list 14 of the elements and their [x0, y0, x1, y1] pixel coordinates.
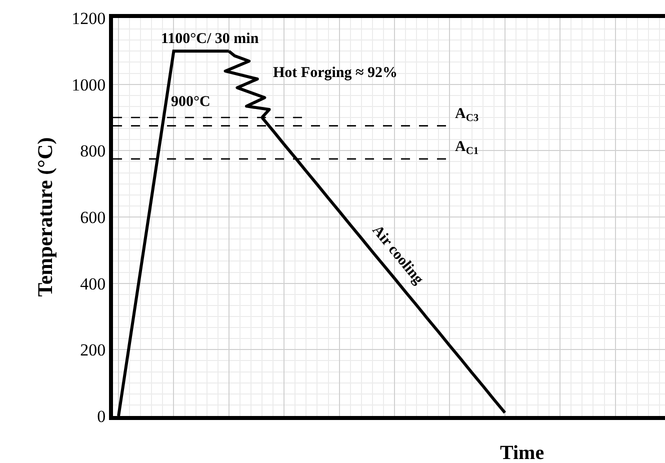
annotation: Hot Forging ≈ 92%	[273, 65, 398, 81]
y-tick-label: 400	[80, 274, 106, 294]
ref-line-label: A$_{C1}$	[455, 139, 479, 158]
y-tick-label: 1200	[72, 8, 106, 28]
y-tick-label: 800	[80, 142, 106, 161]
ref-line-label: A$_{C3}$	[455, 106, 479, 124]
y-tick-label: 0	[97, 406, 106, 426]
y-tick-label: 1000	[72, 75, 106, 94]
y-tick-label: 600	[80, 208, 106, 227]
x-axis-title: Time	[500, 442, 544, 463]
annotation: 1100°C/ 30 min	[161, 31, 260, 47]
y-tick-label: 200	[80, 340, 106, 360]
ref-line-label: 900°C	[171, 94, 210, 110]
y-axis-title: Temperature (°C)	[33, 137, 58, 297]
